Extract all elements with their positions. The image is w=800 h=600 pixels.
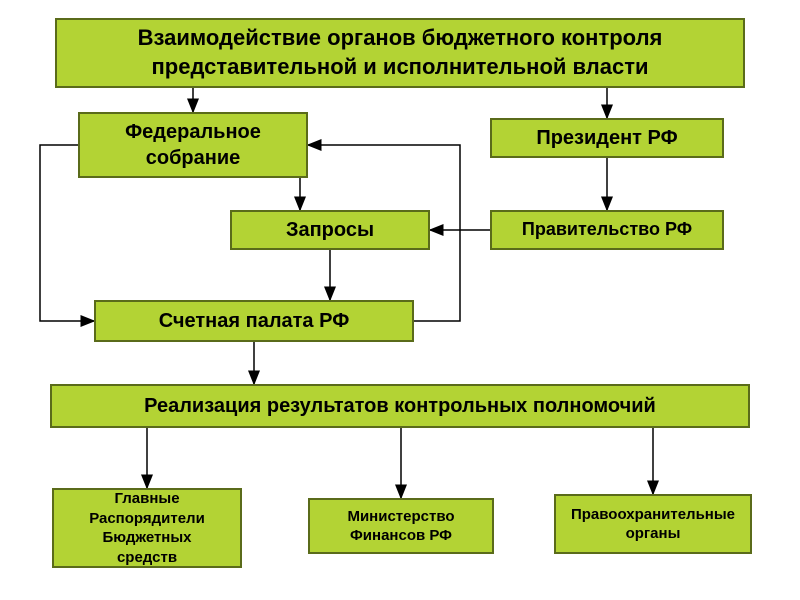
- results-text: Реализация результатов контрольных полно…: [144, 393, 656, 419]
- audit-chamber-text: Счетная палата РФ: [159, 308, 350, 334]
- results-box: Реализация результатов контрольных полно…: [50, 384, 750, 428]
- law-enforcement-box: Правоохранительные органы: [554, 494, 752, 554]
- ministry-box: Министерство Финансов РФ: [308, 498, 494, 554]
- law-enforcement-text: Правоохранительные органы: [571, 505, 735, 544]
- requests-text: Запросы: [286, 217, 374, 243]
- requests-box: Запросы: [230, 210, 430, 250]
- federal-assembly-text: Федеральное собрание: [125, 119, 261, 171]
- president-box: Президент РФ: [490, 118, 724, 158]
- title-box: Взаимодействие органов бюджетного контро…: [55, 18, 745, 88]
- government-box: Правительство РФ: [490, 210, 724, 250]
- audit-chamber-box: Счетная палата РФ: [94, 300, 414, 342]
- federal-assembly-box: Федеральное собрание: [78, 112, 308, 178]
- president-text: Президент РФ: [536, 125, 677, 151]
- title-text: Взаимодействие органов бюджетного контро…: [65, 24, 735, 81]
- managers-box: Главные Распорядители Бюджетных средств: [52, 488, 242, 568]
- government-text: Правительство РФ: [522, 218, 692, 241]
- managers-text: Главные Распорядители Бюджетных средств: [89, 489, 205, 567]
- ministry-text: Министерство Финансов РФ: [347, 507, 454, 546]
